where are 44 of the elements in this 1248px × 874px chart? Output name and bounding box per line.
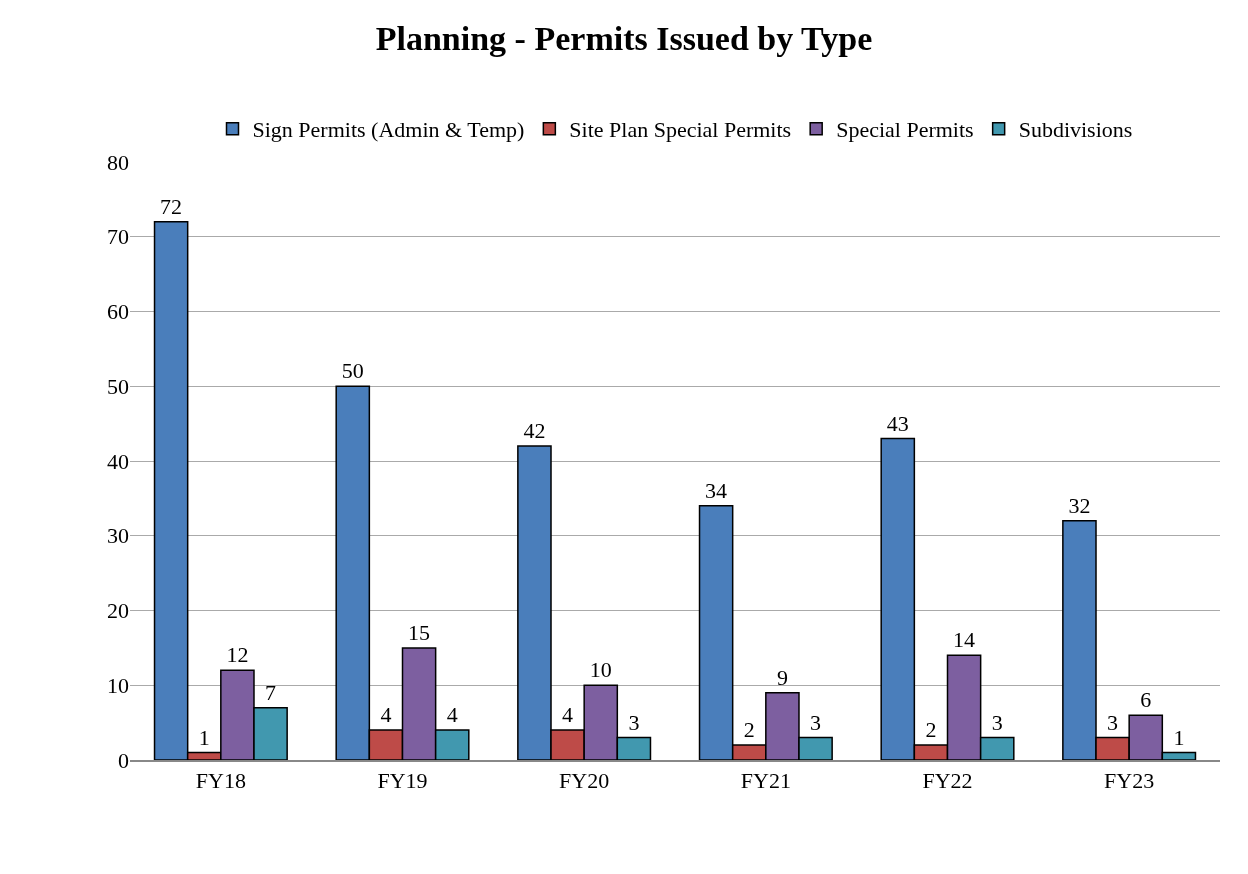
- data-label: 15: [408, 619, 431, 645]
- legend-label: Subdivisions: [1018, 117, 1133, 143]
- data-label: 10: [589, 657, 612, 683]
- x-tick-label: FY23: [1104, 768, 1155, 794]
- data-label: 3: [1107, 709, 1119, 735]
- y-tick-label: 20: [107, 598, 129, 624]
- legend-label: Sign Permits (Admin & Temp): [252, 117, 525, 143]
- data-label: 3: [810, 709, 822, 735]
- x-tick-label: FY18: [195, 768, 246, 794]
- data-label: 9: [776, 664, 788, 690]
- x-tick-label: FY22: [922, 768, 973, 794]
- data-label: 4: [562, 702, 574, 728]
- data-label: 14: [953, 627, 976, 653]
- data-label: 12: [226, 642, 249, 668]
- data-label: 42: [523, 418, 546, 444]
- legend-label: Special Permits: [836, 117, 974, 143]
- data-label: 1: [1173, 724, 1185, 750]
- data-label: 2: [925, 717, 937, 743]
- x-tick-label: FY19: [377, 768, 428, 794]
- data-label: 6: [1140, 687, 1152, 713]
- data-label: 1: [198, 724, 210, 750]
- y-tick-label: 80: [107, 149, 129, 175]
- data-label: 3: [991, 709, 1003, 735]
- data-label: 43: [886, 410, 909, 436]
- y-tick-label: 0: [118, 747, 129, 773]
- x-tick-label: FY21: [740, 768, 791, 794]
- data-label: 50: [341, 358, 364, 384]
- y-tick-label: 10: [107, 672, 129, 698]
- data-label: 4: [446, 702, 458, 728]
- data-label: 2: [743, 717, 755, 743]
- data-label: 3: [628, 709, 640, 735]
- data-label: 34: [705, 477, 728, 503]
- data-label: 72: [160, 193, 183, 219]
- legend-label: Site Plan Special Permits: [569, 117, 792, 143]
- y-tick-label: 50: [107, 373, 129, 399]
- chart-title: Planning - Permits Issued by Type: [375, 20, 873, 58]
- data-label: 4: [380, 702, 392, 728]
- data-label: 32: [1068, 492, 1091, 518]
- y-tick-label: 60: [107, 299, 129, 325]
- x-tick-label: FY20: [559, 768, 610, 794]
- y-tick-label: 30: [107, 523, 129, 549]
- y-tick-label: 40: [107, 448, 129, 474]
- y-tick-label: 70: [107, 224, 129, 250]
- data-label: 7: [265, 679, 277, 705]
